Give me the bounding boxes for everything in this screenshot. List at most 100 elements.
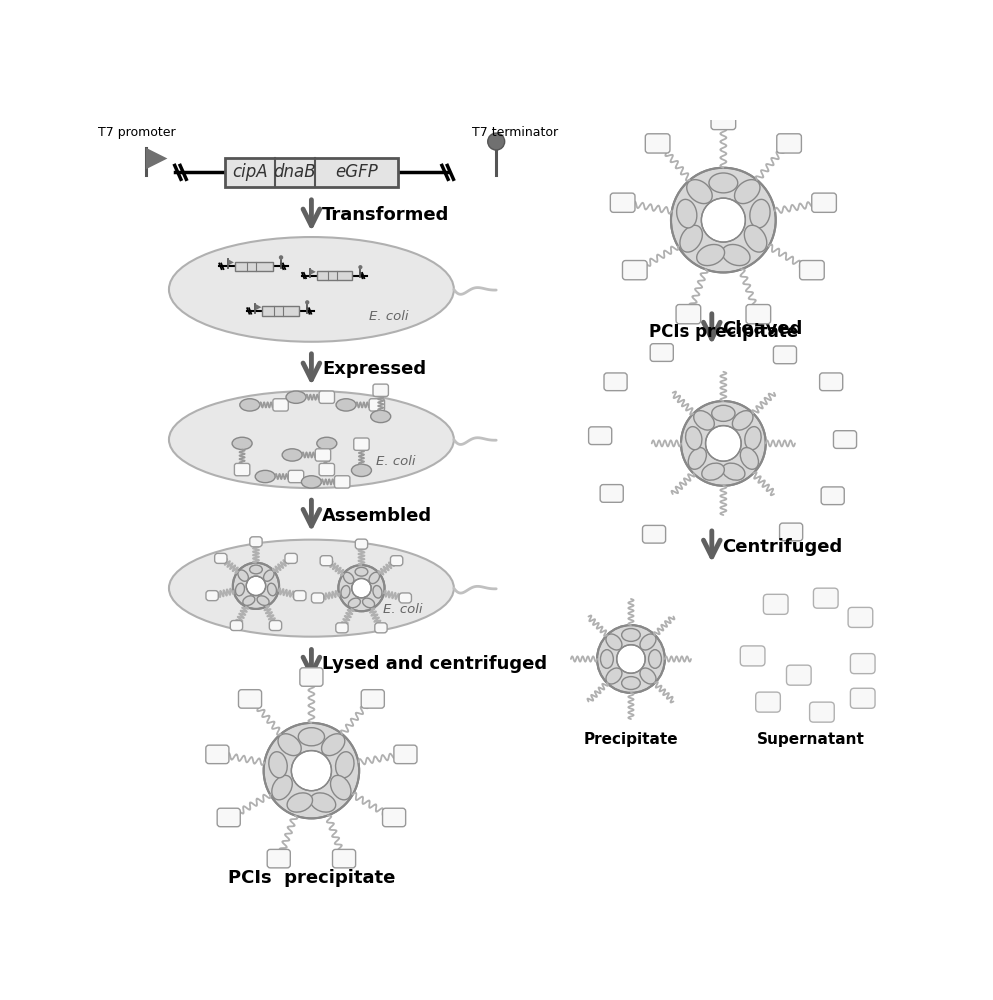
FancyBboxPatch shape — [711, 110, 736, 130]
FancyBboxPatch shape — [319, 463, 335, 476]
Text: cipA: cipA — [232, 163, 268, 181]
Ellipse shape — [676, 199, 697, 228]
Polygon shape — [227, 259, 234, 266]
FancyBboxPatch shape — [764, 594, 788, 614]
FancyBboxPatch shape — [809, 702, 834, 722]
Text: dnaB: dnaB — [274, 163, 316, 181]
Ellipse shape — [249, 565, 262, 574]
Ellipse shape — [263, 570, 274, 581]
Ellipse shape — [648, 650, 661, 668]
Polygon shape — [146, 148, 168, 169]
Ellipse shape — [238, 570, 248, 581]
Ellipse shape — [317, 437, 337, 450]
Ellipse shape — [685, 427, 702, 450]
Circle shape — [671, 168, 776, 272]
FancyBboxPatch shape — [799, 261, 824, 280]
FancyBboxPatch shape — [746, 305, 771, 324]
FancyBboxPatch shape — [850, 654, 875, 674]
Circle shape — [681, 401, 766, 486]
Ellipse shape — [741, 448, 759, 469]
FancyBboxPatch shape — [354, 438, 369, 450]
Circle shape — [233, 563, 279, 609]
Ellipse shape — [622, 677, 640, 689]
Ellipse shape — [169, 391, 454, 488]
FancyBboxPatch shape — [833, 431, 857, 448]
Ellipse shape — [352, 464, 371, 477]
FancyBboxPatch shape — [373, 384, 388, 396]
FancyBboxPatch shape — [399, 593, 411, 603]
FancyBboxPatch shape — [206, 745, 229, 764]
Ellipse shape — [257, 596, 269, 605]
FancyBboxPatch shape — [273, 399, 288, 411]
Ellipse shape — [331, 775, 351, 800]
Ellipse shape — [286, 391, 306, 403]
FancyBboxPatch shape — [315, 449, 331, 461]
Ellipse shape — [322, 734, 345, 756]
Text: Centrifuged: Centrifuged — [723, 538, 843, 556]
FancyBboxPatch shape — [320, 556, 333, 566]
FancyBboxPatch shape — [821, 487, 844, 505]
Ellipse shape — [355, 567, 367, 576]
Ellipse shape — [639, 634, 656, 650]
Bar — [224, 158, 398, 187]
Text: Precipitate: Precipitate — [584, 732, 678, 747]
Circle shape — [358, 265, 362, 269]
Bar — [317, 271, 353, 280]
Text: Lysed and centrifuged: Lysed and centrifuged — [322, 655, 547, 673]
FancyBboxPatch shape — [250, 537, 262, 547]
FancyBboxPatch shape — [217, 808, 240, 827]
Circle shape — [291, 751, 332, 791]
FancyBboxPatch shape — [336, 623, 349, 633]
FancyBboxPatch shape — [390, 556, 403, 566]
FancyBboxPatch shape — [300, 668, 323, 686]
FancyBboxPatch shape — [813, 588, 838, 608]
Text: Cleaved: Cleaved — [723, 320, 803, 338]
Text: PCIs precipitate: PCIs precipitate — [648, 323, 798, 341]
FancyBboxPatch shape — [600, 485, 624, 502]
FancyBboxPatch shape — [269, 621, 282, 631]
Ellipse shape — [169, 540, 454, 637]
FancyBboxPatch shape — [234, 463, 250, 476]
FancyBboxPatch shape — [319, 391, 335, 403]
Text: eGFP: eGFP — [335, 163, 377, 181]
FancyBboxPatch shape — [335, 476, 350, 488]
Ellipse shape — [733, 411, 753, 430]
Ellipse shape — [606, 634, 622, 650]
Ellipse shape — [287, 793, 313, 812]
FancyBboxPatch shape — [382, 808, 406, 827]
Text: E. coli: E. coli — [382, 603, 422, 616]
Ellipse shape — [310, 793, 336, 812]
Ellipse shape — [373, 586, 382, 598]
Circle shape — [597, 625, 665, 693]
Ellipse shape — [639, 668, 656, 684]
Bar — [262, 306, 299, 316]
FancyBboxPatch shape — [238, 690, 261, 708]
Circle shape — [352, 578, 371, 598]
Polygon shape — [310, 269, 316, 275]
FancyBboxPatch shape — [850, 688, 875, 708]
Ellipse shape — [745, 225, 767, 252]
Ellipse shape — [702, 463, 724, 480]
Ellipse shape — [712, 405, 735, 421]
FancyBboxPatch shape — [777, 134, 801, 153]
Ellipse shape — [269, 752, 287, 778]
Ellipse shape — [370, 410, 390, 423]
Ellipse shape — [255, 470, 275, 483]
Ellipse shape — [622, 629, 640, 641]
Text: E. coli: E. coli — [368, 310, 408, 323]
FancyBboxPatch shape — [819, 373, 843, 391]
Ellipse shape — [750, 199, 771, 228]
FancyBboxPatch shape — [288, 470, 304, 483]
Circle shape — [305, 300, 310, 304]
Polygon shape — [255, 304, 261, 310]
Bar — [234, 262, 272, 271]
Ellipse shape — [606, 668, 622, 684]
Circle shape — [701, 198, 746, 242]
Ellipse shape — [336, 752, 355, 778]
Ellipse shape — [344, 572, 354, 584]
Text: T7 promoter: T7 promoter — [97, 126, 176, 139]
FancyBboxPatch shape — [642, 525, 665, 543]
Ellipse shape — [267, 583, 276, 596]
Circle shape — [488, 133, 504, 150]
Ellipse shape — [232, 437, 252, 450]
